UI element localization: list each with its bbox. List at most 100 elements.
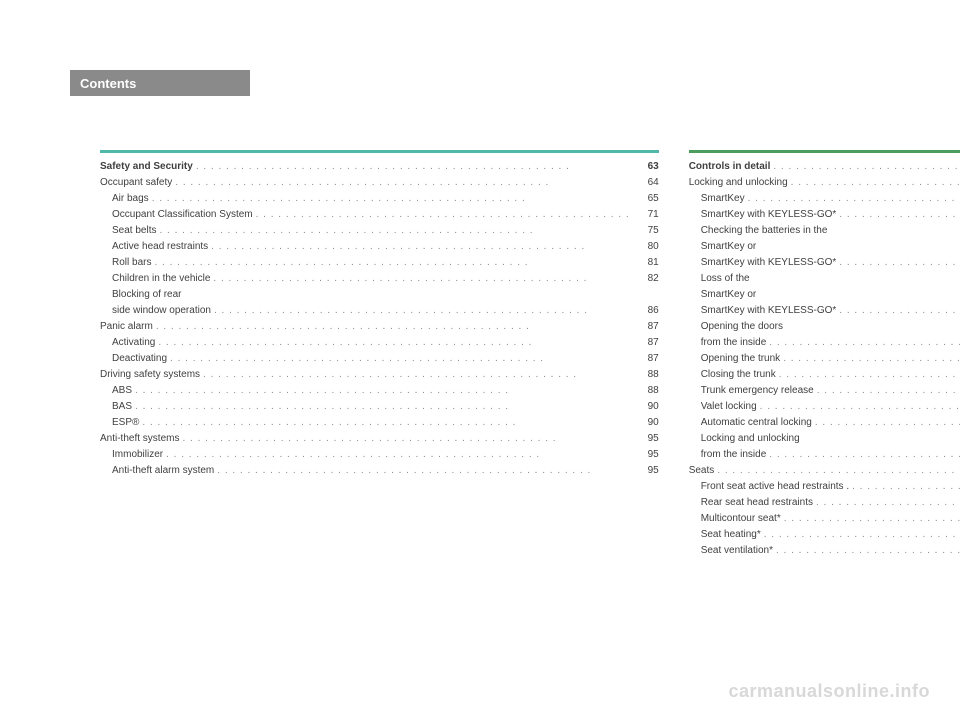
toc-page: 87 — [633, 335, 659, 351]
toc-page: 81 — [633, 255, 659, 271]
toc-label: Immobilizer — [100, 447, 163, 463]
toc-page: 87 — [633, 319, 659, 335]
toc-label: Opening the doors — [689, 319, 783, 335]
toc-label: Controls in detail — [689, 159, 771, 175]
toc-row: Seats. . . . . . . . . . . . . . . . . .… — [689, 463, 960, 479]
toc-label: SmartKey — [689, 191, 745, 207]
toc-dots: . . . . . . . . . . . . . . . . . . . . … — [182, 431, 629, 447]
toc-row: Loss of the — [689, 271, 960, 287]
toc-dots: . . . . . . . . . . . . . . . . . . . . … — [839, 303, 960, 319]
toc-page: 90 — [633, 399, 659, 415]
toc-row: Anti-theft alarm system. . . . . . . . .… — [100, 463, 659, 479]
toc-page: 88 — [633, 367, 659, 383]
toc-row: Air bags. . . . . . . . . . . . . . . . … — [100, 191, 659, 207]
toc-dots: . . . . . . . . . . . . . . . . . . . . … — [170, 351, 630, 367]
toc-column-1: Safety and Security. . . . . . . . . . .… — [100, 150, 659, 566]
toc-label: Checking the batteries in the — [689, 223, 828, 239]
toc-page: 95 — [633, 463, 659, 479]
toc-page: 86 — [633, 303, 659, 319]
toc-label: Safety and Security — [100, 159, 193, 175]
toc-page: 65 — [633, 191, 659, 207]
toc-dots: . . . . . . . . . . . . . . . . . . . . … — [213, 271, 629, 287]
toc-row: Opening the doors — [689, 319, 960, 335]
toc-dots: . . . . . . . . . . . . . . . . . . . . … — [760, 399, 960, 415]
toc-label: Occupant safety — [100, 175, 172, 191]
toc-row: Deactivating. . . . . . . . . . . . . . … — [100, 351, 659, 367]
toc-label: Locking and unlocking — [689, 175, 788, 191]
toc-label: from the inside — [689, 335, 767, 351]
toc-row: Locking and unlocking. . . . . . . . . .… — [689, 175, 960, 191]
toc-row: Activating. . . . . . . . . . . . . . . … — [100, 335, 659, 351]
toc-label: SmartKey with KEYLESS-GO* — [689, 303, 837, 319]
toc-label: Active head restraints — [100, 239, 208, 255]
toc-label: SmartKey with KEYLESS-GO* — [689, 207, 837, 223]
toc-row: Locking and unlocking — [689, 431, 960, 447]
toc-row: Closing the trunk. . . . . . . . . . . .… — [689, 367, 960, 383]
toc-dots: . . . . . . . . . . . . . . . . . . . . … — [839, 255, 960, 271]
toc-label: Air bags — [100, 191, 149, 207]
toc-dots: . . . . . . . . . . . . . . . . . . . . … — [852, 479, 960, 495]
toc-dots: . . . . . . . . . . . . . . . . . . . . … — [156, 319, 630, 335]
toc-label: ABS — [100, 383, 132, 399]
section-bar — [100, 150, 659, 153]
toc-dots: . . . . . . . . . . . . . . . . . . . . … — [152, 191, 630, 207]
toc-label: Children in the vehicle — [100, 271, 210, 287]
toc-label: Driving safety systems — [100, 367, 200, 383]
toc-label: Trunk emergency release — [689, 383, 814, 399]
toc-page: 71 — [633, 207, 659, 223]
toc-page: 75 — [633, 223, 659, 239]
toc-row: Opening the trunk. . . . . . . . . . . .… — [689, 351, 960, 367]
toc-row: Multicontour seat*. . . . . . . . . . . … — [689, 511, 960, 527]
toc-row: from the inside. . . . . . . . . . . . .… — [689, 335, 960, 351]
toc-label: Occupant Classification System — [100, 207, 253, 223]
toc-label: Opening the trunk — [689, 351, 781, 367]
toc-page: 64 — [633, 175, 659, 191]
toc-label: Front seat active head restraints . — [689, 479, 849, 495]
toc-row: Checking the batteries in the — [689, 223, 960, 239]
toc-dots: . . . . . . . . . . . . . . . . . . . . … — [214, 303, 630, 319]
toc-label: Seats — [689, 463, 715, 479]
toc-dots: . . . . . . . . . . . . . . . . . . . . … — [196, 159, 630, 175]
toc-page: 90 — [633, 415, 659, 431]
toc-dots: . . . . . . . . . . . . . . . . . . . . … — [783, 351, 960, 367]
toc-label: side window operation — [100, 303, 211, 319]
toc-dots: . . . . . . . . . . . . . . . . . . . . … — [815, 415, 960, 431]
toc-dots: . . . . . . . . . . . . . . . . . . . . … — [791, 175, 960, 191]
contents-title: Contents — [80, 76, 136, 91]
toc-dots: . . . . . . . . . . . . . . . . . . . . … — [779, 367, 960, 383]
toc-label: Automatic central locking — [689, 415, 812, 431]
toc-row: Panic alarm. . . . . . . . . . . . . . .… — [100, 319, 659, 335]
watermark: carmanualsonline.info — [728, 681, 930, 702]
toc-dots: . . . . . . . . . . . . . . . . . . . . … — [764, 527, 960, 543]
toc-page: 87 — [633, 351, 659, 367]
toc-dots: . . . . . . . . . . . . . . . . . . . . … — [748, 191, 960, 207]
toc-label: Seat belts — [100, 223, 156, 239]
toc-row: ESP®. . . . . . . . . . . . . . . . . . … — [100, 415, 659, 431]
toc-row: SmartKey. . . . . . . . . . . . . . . . … — [689, 191, 960, 207]
section-bar — [689, 150, 960, 153]
toc-dots: . . . . . . . . . . . . . . . . . . . . … — [769, 447, 960, 463]
toc-dots: . . . . . . . . . . . . . . . . . . . . … — [784, 511, 960, 527]
toc-label: Activating — [100, 335, 155, 351]
toc-row: Valet locking. . . . . . . . . . . . . .… — [689, 399, 960, 415]
toc-row: BAS. . . . . . . . . . . . . . . . . . .… — [100, 399, 659, 415]
toc-row: Safety and Security. . . . . . . . . . .… — [100, 159, 659, 175]
toc-row: side window operation. . . . . . . . . .… — [100, 303, 659, 319]
toc-dots: . . . . . . . . . . . . . . . . . . . . … — [839, 207, 960, 223]
toc-row: SmartKey or — [689, 287, 960, 303]
toc-row: Occupant safety. . . . . . . . . . . . .… — [100, 175, 659, 191]
toc-dots: . . . . . . . . . . . . . . . . . . . . … — [159, 223, 629, 239]
toc-label: Seat ventilation* — [689, 543, 773, 559]
toc-dots: . . . . . . . . . . . . . . . . . . . . … — [158, 335, 629, 351]
toc-row: Driving safety systems. . . . . . . . . … — [100, 367, 659, 383]
toc-row: Anti-theft systems. . . . . . . . . . . … — [100, 431, 659, 447]
toc-row: Rear seat head restraints. . . . . . . .… — [689, 495, 960, 511]
toc-label: Loss of the — [689, 271, 750, 287]
toc-dots: . . . . . . . . . . . . . . . . . . . . … — [135, 383, 630, 399]
toc-dots: . . . . . . . . . . . . . . . . . . . . … — [769, 335, 960, 351]
toc-label: BAS — [100, 399, 132, 415]
toc-row: ABS. . . . . . . . . . . . . . . . . . .… — [100, 383, 659, 399]
toc-dots: . . . . . . . . . . . . . . . . . . . . … — [211, 239, 630, 255]
toc-row: Occupant Classification System. . . . . … — [100, 207, 659, 223]
contents-header: Contents — [70, 70, 250, 96]
